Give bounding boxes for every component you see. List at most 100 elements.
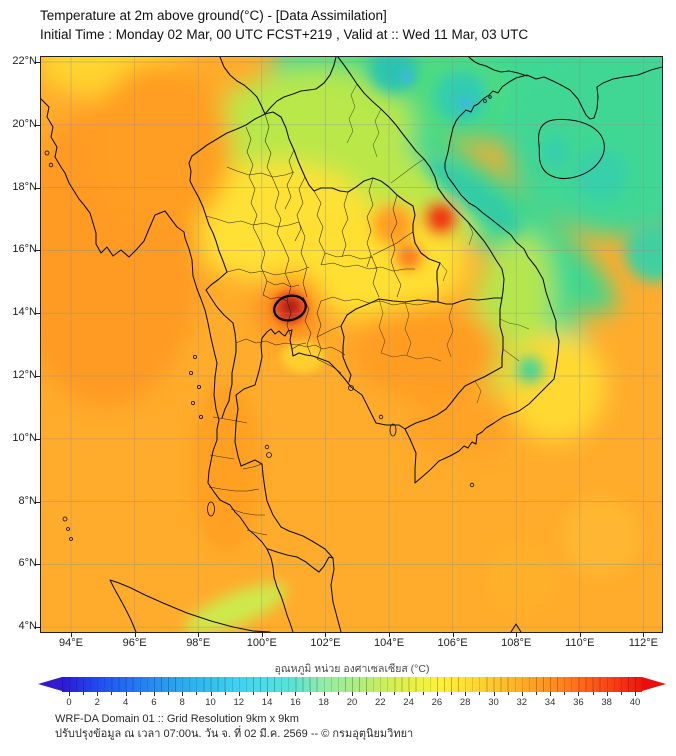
- lon-tick-label: 110°E: [565, 637, 595, 649]
- grid-lines: [41, 57, 662, 632]
- lon-tick: [198, 633, 200, 637]
- lat-tick-label: 16°N: [12, 243, 37, 256]
- colorbar-tick-label: 6: [151, 697, 157, 708]
- colorbar-tick-label: 8: [179, 697, 185, 708]
- colorbar-tick-label: 4: [122, 697, 129, 708]
- colorbar-tick: [83, 692, 85, 695]
- lat-tick-label: 20°N: [12, 117, 37, 130]
- lat-tick-label: 6°N: [18, 557, 37, 570]
- lat-tick: [35, 564, 40, 566]
- lat-tick: [35, 250, 40, 252]
- colorbar-tick: [408, 692, 410, 696]
- colorbar-tick: [153, 692, 155, 696]
- colorbar-left-arrow: [38, 677, 62, 691]
- lat-tick: [35, 627, 40, 629]
- colorbar-tick: [224, 692, 226, 695]
- lat-tick-label: 4°N: [18, 620, 37, 633]
- title-block: Temperature at 2m above ground(°C) - [Da…: [40, 6, 528, 44]
- colorbar-tick: [564, 692, 566, 695]
- colorbar-tick: [366, 692, 368, 695]
- bangkok-outline: [273, 294, 307, 322]
- colorbar-tick-label: 16: [290, 697, 301, 708]
- colorbar-tick-label: 14: [261, 697, 273, 708]
- lon-tick: [452, 633, 454, 637]
- colorbar-tick: [606, 692, 608, 696]
- lon-tick-label: 98°E: [186, 637, 211, 649]
- temperature-map: [41, 57, 662, 632]
- colorbar-tick: [69, 692, 70, 696]
- colorbar-tick: [465, 692, 467, 696]
- colorbar-tick-label: 36: [573, 697, 584, 708]
- lat-tick: [35, 62, 40, 63]
- lon-tick: [579, 633, 581, 637]
- colorbar-tick: [592, 692, 594, 695]
- lon-tick-label: 104°E: [373, 637, 405, 649]
- colorbar-tick-label: 24: [403, 697, 414, 708]
- lat-tick-label: 18°N: [12, 180, 37, 193]
- colorbar-tick: [436, 692, 438, 696]
- map-frame: [40, 56, 663, 633]
- colorbar-tick: [125, 692, 127, 696]
- colorbar-tick: [550, 692, 552, 696]
- colorbar-tick: [182, 692, 184, 696]
- lon-tick: [325, 633, 327, 637]
- lon-tick-label: 108°E: [501, 637, 532, 649]
- colorbar-tick: [507, 692, 509, 695]
- colorbar-tick-label: 20: [346, 697, 358, 708]
- lon-tick-label: 102°E: [310, 637, 341, 649]
- colorbar-tick-label: 0: [66, 697, 72, 708]
- colorbar-tick-label: 10: [205, 697, 216, 708]
- colorbar-tick: [521, 692, 523, 696]
- colorbar-tick-label: 32: [516, 697, 528, 708]
- colorbar-tick: [210, 692, 212, 696]
- lat-tick-label: 8°N: [18, 494, 37, 507]
- province-borders: [205, 83, 530, 536]
- lon-tick: [389, 633, 390, 637]
- map-title: Temperature at 2m above ground(°C) - [Da…: [40, 8, 387, 23]
- lat-tick: [35, 313, 40, 315]
- map-subtitle: Initial Time : Monday 02 Mar, 00 UTC FCS…: [40, 27, 529, 42]
- colorbar-tick: [451, 692, 453, 695]
- colorbar-tick: [337, 692, 339, 695]
- lon-tick: [71, 633, 72, 637]
- colorbar-tick-label: 30: [488, 697, 499, 708]
- colorbar-segments: [62, 677, 642, 692]
- colorbar-tick: [309, 692, 311, 695]
- lon-tick-label: 106°E: [437, 637, 468, 649]
- lon-tick: [643, 633, 645, 637]
- colorbar: [38, 677, 666, 692]
- lat-tick: [35, 187, 40, 189]
- colorbar-tick: [620, 692, 622, 695]
- lon-tick-label: 96°E: [122, 637, 147, 649]
- lat-tick: [35, 124, 40, 126]
- colorbar-tick-label: 26: [431, 697, 443, 708]
- colorbar-tick: [422, 692, 424, 695]
- colorbar-tick: [139, 692, 141, 695]
- lat-tick: [35, 376, 40, 377]
- colorbar-tick: [635, 692, 636, 696]
- colorbar-tick-label: 38: [601, 697, 612, 708]
- footer-update-info: ปรับปรุงข้อมูล ณ เวลา 07:00น. วัน จ. ที่…: [55, 728, 414, 740]
- country-borders: [188, 57, 528, 573]
- colorbar-tick: [295, 692, 297, 696]
- lat-tick-label: 10°N: [12, 431, 37, 444]
- colorbar-tick: [238, 692, 240, 696]
- colorbar-tick-label: 2: [94, 697, 100, 708]
- colorbar-gradient: [62, 677, 642, 692]
- colorbar-tick: [111, 692, 113, 695]
- colorbar-tick-label: 40: [629, 697, 641, 708]
- colorbar-tick: [394, 692, 396, 695]
- colorbar-tick: [196, 692, 198, 695]
- colorbar-label: อุณหภูมิ หน่วย องศาเซลเซียส (°C): [274, 663, 430, 675]
- colorbar-tick: [281, 692, 283, 695]
- colorbar-tick: [323, 692, 325, 696]
- colorbar-tick: [97, 692, 99, 696]
- colorbar-ticks: 0 2 4 6 8 10 12 14 16 18 20 22 24 26 28 30 32 34 36 38 40: [38, 692, 666, 710]
- lon-tick-label: 112°E: [628, 637, 659, 649]
- colorbar-tick-label: 28: [459, 697, 471, 708]
- lat-tick-label: 22°N: [12, 55, 37, 67]
- colorbar-tick-label: 12: [233, 697, 245, 708]
- coastlines: [41, 66, 662, 632]
- colorbar-tick: [535, 692, 537, 695]
